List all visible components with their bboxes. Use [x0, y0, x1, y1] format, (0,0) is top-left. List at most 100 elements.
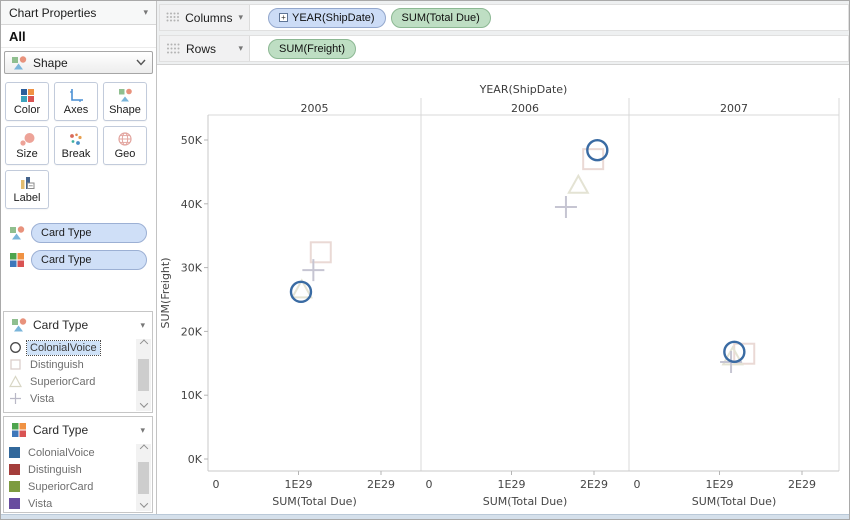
legend-item-colonialvoice[interactable]: ColonialVoice	[6, 444, 134, 461]
color-swatch	[9, 447, 20, 458]
mark-triangle-SuperiorCard[interactable]	[290, 278, 314, 299]
legend-item-superiorcard[interactable]: SuperiorCard	[6, 373, 134, 390]
mark-circle-ColonialVoice[interactable]	[586, 139, 609, 162]
y-tick-label: 40K	[181, 198, 203, 211]
facet-year-label: 2006	[511, 102, 539, 115]
pill-sum-freight[interactable]: SUM(Freight)	[268, 38, 357, 59]
rows-dropdown-icon[interactable]: ▾	[238, 43, 243, 53]
color-swatch	[9, 464, 20, 475]
shape-legend-scrollbar[interactable]	[136, 339, 151, 411]
mark-circle-ColonialVoice[interactable]	[289, 280, 313, 304]
chart-canvas: YEAR(ShipDate) 2005 2006 2007 0K 10K 20K 30K 40K…	[159, 83, 840, 508]
color-legend-header[interactable]: Card Type ▾	[4, 417, 152, 443]
x-tick-label: 0	[213, 478, 220, 491]
mark-circle-ColonialVoice[interactable]	[723, 340, 746, 364]
legend-item-vista[interactable]: Vista	[6, 495, 134, 512]
expand-icon[interactable]: +	[279, 13, 288, 22]
geo-button-icon	[118, 132, 132, 146]
mark-triangle-SuperiorCard[interactable]	[721, 345, 744, 366]
plus-shape-icon	[10, 393, 21, 404]
shape-legend-title: Card Type	[33, 318, 89, 332]
chart-properties-title: Chart Properties	[9, 5, 97, 20]
color-icon	[12, 423, 26, 437]
legend-item-superiorcard[interactable]: SuperiorCard	[6, 478, 134, 495]
mark-plus-Vista[interactable]	[302, 259, 325, 282]
shape-dropdown-label: Shape	[33, 55, 68, 70]
color-legend-scrollbar[interactable]	[136, 444, 151, 511]
legend-item-distinguish[interactable]: Distinguish	[6, 461, 134, 478]
axes-button[interactable]: Axes	[54, 82, 98, 121]
size-button[interactable]: Size	[5, 126, 49, 165]
size-button-icon	[20, 132, 35, 146]
x-axis-title: SUM(Total Due)	[692, 495, 777, 508]
x-tick-label: 2E29	[788, 478, 816, 491]
break-button-icon	[70, 133, 82, 145]
chart-properties-dropdown-icon[interactable]: ▾	[143, 7, 148, 17]
color-swatch	[9, 498, 20, 509]
shape-legend-card: Card Type ▾ ColonialVoice Distinguish Su…	[3, 311, 153, 413]
color-encoding-pill[interactable]: Card Type	[31, 249, 147, 270]
chart-properties-header[interactable]: Chart Properties ▾	[1, 1, 156, 25]
shape-encoding-pill[interactable]: Card Type	[31, 222, 147, 243]
scroll-down-icon[interactable]	[139, 399, 148, 408]
shape-dropdown[interactable]: Shape	[4, 51, 153, 74]
rows-shelf[interactable]: Rows ▾ SUM(Freight)	[159, 35, 849, 62]
shape-legend-header[interactable]: Card Type ▾	[4, 312, 152, 338]
encoding-pill-rows: Card Type Card Type	[1, 222, 157, 276]
geo-button[interactable]: Geo	[103, 126, 147, 165]
shape-icon	[12, 55, 27, 69]
shelf-area: Columns ▾ + YEAR(ShipDate) SUM(Total Due…	[157, 1, 849, 65]
color-button[interactable]: Color	[5, 82, 49, 121]
square-shape-icon	[10, 359, 21, 370]
columns-shelf-label: Columns	[185, 10, 233, 25]
scroll-up-icon[interactable]	[139, 444, 148, 453]
mark-square-Distinguish[interactable]	[733, 342, 756, 365]
shape-icon	[12, 318, 27, 332]
x-tick-label: 0	[634, 478, 641, 491]
scroll-up-icon[interactable]	[139, 339, 148, 348]
label-button[interactable]: Label	[5, 170, 49, 209]
y-tick-label: 50K	[181, 134, 203, 147]
mark-plus-Vista[interactable]	[554, 195, 577, 218]
color-swatch	[9, 481, 20, 492]
x-tick-label: 2E29	[367, 478, 395, 491]
rows-shelf-label-box: Rows ▾	[160, 36, 250, 61]
pill-year-shipdate[interactable]: + YEAR(ShipDate)	[268, 7, 386, 28]
mark-square-Distinguish[interactable]	[309, 241, 332, 264]
facet-year-label: 2007	[720, 102, 748, 115]
scrollbar-thumb[interactable]	[138, 359, 149, 391]
legend-item-colonialvoice[interactable]: ColonialVoice	[6, 339, 134, 356]
pill-sum-total-due[interactable]: SUM(Total Due)	[390, 7, 491, 28]
color-legend-dropdown-icon[interactable]: ▾	[140, 424, 145, 435]
shape-legend-items: ColonialVoice Distinguish SuperiorCard V…	[6, 339, 134, 410]
x-axis-title: SUM(Total Due)	[483, 495, 568, 508]
shape-button-icon	[118, 88, 132, 101]
legend-item-vista[interactable]: Vista	[6, 390, 134, 407]
axes-button-icon	[69, 88, 83, 102]
columns-dropdown-icon[interactable]: ▾	[238, 12, 243, 22]
shape-encoding-row: Card Type	[1, 222, 157, 243]
legend-item-distinguish[interactable]: Distinguish	[6, 356, 134, 373]
shape-button[interactable]: Shape	[103, 82, 147, 121]
x-axis-title: SUM(Total Due)	[272, 495, 357, 508]
circle-shape-icon	[10, 342, 21, 353]
break-button[interactable]: Break	[54, 126, 98, 165]
x-tick-label: 0	[426, 478, 433, 491]
rows-grip-icon	[167, 43, 180, 53]
columns-shelf-content: + YEAR(ShipDate) SUM(Total Due)	[250, 7, 491, 28]
y-tick-label: 0K	[188, 453, 203, 466]
y-tick-label: 30K	[181, 262, 203, 275]
chart-area: YEAR(ShipDate) 2005 2006 2007 0K 10K 20K 30K 40K…	[157, 66, 849, 514]
scrollbar-thumb[interactable]	[138, 461, 149, 494]
shape-legend-dropdown-icon[interactable]: ▾	[140, 319, 145, 330]
section-title-all: All	[1, 25, 156, 48]
scroll-down-icon[interactable]	[139, 499, 148, 508]
mark-triangle-SuperiorCard[interactable]	[567, 173, 590, 194]
triangle-shape-icon	[9, 375, 22, 388]
color-encoding-row: Card Type	[1, 249, 157, 270]
facet-year-label: 2005	[301, 102, 329, 115]
label-button-icon	[21, 177, 35, 189]
columns-shelf[interactable]: Columns ▾ + YEAR(ShipDate) SUM(Total Due…	[159, 4, 849, 31]
y-axis-title: SUM(Freight)	[159, 257, 172, 328]
